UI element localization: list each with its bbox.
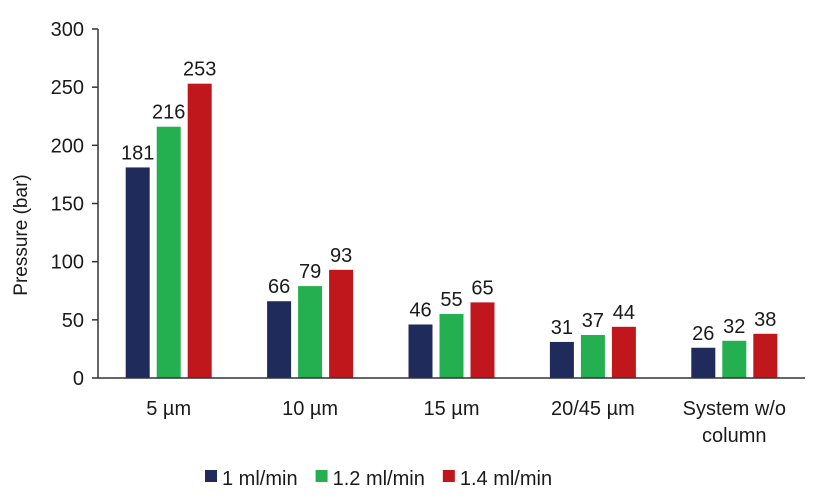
bar [580,334,605,378]
data-label: 65 [471,277,493,299]
legend-item: 1.4 ml/min [442,468,552,490]
bar [125,167,150,378]
data-label: 79 [299,261,321,283]
legend-swatch [315,470,328,482]
data-label: 216 [152,102,185,124]
legend-label: 1.2 ml/min [333,468,425,490]
data-label: 38 [754,309,776,331]
data-label: 32 [723,316,745,338]
y-axis-label: Pressure (bar) [11,174,32,295]
y-tick-label: 200 [51,135,84,157]
x-tick-label: System w/o [683,398,786,420]
data-label: 37 [582,310,604,332]
y-tick-label: 250 [51,77,84,99]
x-tick-label: column [702,425,766,447]
y-axis: 0 50 100 150 200 250 300 [51,19,99,390]
x-tick-label: 10 µm [282,398,338,420]
bar [549,341,574,378]
bar [298,286,323,378]
data-label: 66 [268,276,290,298]
bar [722,340,747,378]
data-label: 46 [409,299,431,321]
bar [753,333,778,378]
legend-item: 1 ml/min [205,468,298,490]
x-axis: 5 µm 10 µm 15 µm 20/45 µm System w/o column [98,377,805,447]
x-tick-label: 20/45 µm [551,398,635,420]
legend-label: 1 ml/min [222,468,298,490]
legend-label: 1.4 ml/min [460,468,552,490]
x-tick-label: 5 µm [146,398,191,420]
bar [439,314,464,378]
legend-item: 1.2 ml/min [315,468,425,490]
bar [611,326,636,378]
bar [156,126,181,378]
legend-swatch [205,470,217,482]
y-tick-label: 50 [62,310,84,332]
bar [187,83,212,378]
data-label: 31 [551,317,573,339]
y-tick-label: 150 [51,194,84,216]
data-label: 181 [121,142,154,164]
y-tick-label: 100 [51,252,84,274]
legend: 1 ml/min 1.2 ml/min 1.4 ml/min [205,468,552,490]
y-tick-label: 300 [51,19,84,41]
bar [408,324,433,378]
data-label: 93 [330,245,352,267]
x-tick-label: 15 µm [424,398,480,420]
data-label: 55 [440,289,462,311]
bar [470,302,495,378]
bar [691,347,716,378]
legend-swatch [442,470,455,482]
bars [125,83,778,378]
data-label: 26 [692,323,714,345]
bar [329,269,354,378]
data-labels: 181 216 253 66 79 93 46 55 65 31 37 44 26 32 38 [121,59,776,345]
bar [267,301,292,378]
y-tick-label: 0 [73,368,84,390]
data-label: 44 [613,302,635,324]
data-label: 253 [183,59,216,81]
